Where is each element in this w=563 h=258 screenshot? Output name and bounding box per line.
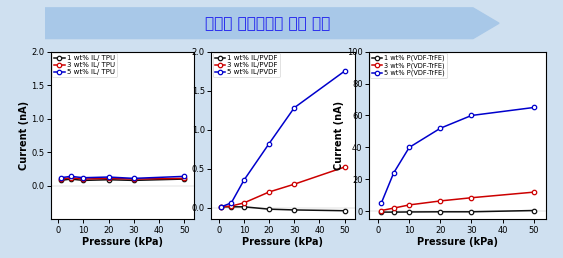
1 wt% IL/PVDF <box>291 208 298 212</box>
3 wt% IL/ TPU <box>57 178 64 181</box>
1 wt% IL/PVDF <box>218 205 225 208</box>
Line: 5 wt% P(VDF-TrFE): 5 wt% P(VDF-TrFE) <box>379 105 536 206</box>
1 wt% IL/PVDF <box>266 208 272 211</box>
5 wt% P(VDF-TrFE) <box>406 146 413 149</box>
1 wt% P(VDF-TrFE) <box>378 211 385 214</box>
3 wt% IL/PVDF <box>266 190 272 194</box>
Legend: 1 wt% P(VDF-TrFE), 3 wt% P(VDF-TrFE), 5 wt% P(VDF-TrFE): 1 wt% P(VDF-TrFE), 3 wt% P(VDF-TrFE), 5 … <box>370 53 447 78</box>
3 wt% IL/PVDF <box>228 205 235 208</box>
1 wt% P(VDF-TrFE) <box>437 210 444 213</box>
X-axis label: Pressure (kPa): Pressure (kPa) <box>243 237 323 247</box>
Line: 5 wt% IL/ TPU: 5 wt% IL/ TPU <box>59 174 186 181</box>
3 wt% P(VDF-TrFE) <box>390 207 397 210</box>
3 wt% IL/ TPU <box>80 178 87 181</box>
Line: 5 wt% IL/PVDF: 5 wt% IL/PVDF <box>219 69 347 209</box>
Y-axis label: Current (nA): Current (nA) <box>334 101 344 170</box>
5 wt% IL/PVDF <box>341 70 348 73</box>
Text: 고분자 매트릭스의 압전 특성: 고분자 매트릭스의 압전 특성 <box>205 16 330 31</box>
1 wt% P(VDF-TrFE) <box>468 210 475 213</box>
Line: 3 wt% P(VDF-TrFE): 3 wt% P(VDF-TrFE) <box>379 190 536 213</box>
5 wt% IL/PVDF <box>266 142 272 145</box>
3 wt% IL/PVDF <box>218 205 225 208</box>
1 wt% P(VDF-TrFE) <box>406 211 413 214</box>
Legend: 1 wt% IL/ TPU, 3 wt% IL/ TPU, 5 wt% IL/ TPU: 1 wt% IL/ TPU, 3 wt% IL/ TPU, 5 wt% IL/ … <box>52 53 117 77</box>
Line: 3 wt% IL/PVDF: 3 wt% IL/PVDF <box>219 165 347 209</box>
3 wt% IL/PVDF <box>240 201 247 205</box>
1 wt% IL/ TPU <box>68 178 74 181</box>
3 wt% IL/ TPU <box>68 176 74 179</box>
5 wt% P(VDF-TrFE) <box>437 127 444 130</box>
Line: 1 wt% IL/PVDF: 1 wt% IL/PVDF <box>219 205 347 213</box>
Line: 1 wt% IL/ TPU: 1 wt% IL/ TPU <box>59 177 186 183</box>
3 wt% IL/ TPU <box>181 177 187 180</box>
Line: 3 wt% IL/ TPU: 3 wt% IL/ TPU <box>59 175 186 181</box>
3 wt% IL/PVDF <box>341 165 348 168</box>
5 wt% IL/ TPU <box>80 176 87 179</box>
X-axis label: Pressure (kPa): Pressure (kPa) <box>82 237 163 247</box>
1 wt% P(VDF-TrFE) <box>530 209 537 212</box>
3 wt% P(VDF-TrFE) <box>406 203 413 206</box>
1 wt% IL/PVDF <box>228 205 235 208</box>
1 wt% IL/PVDF <box>240 205 247 208</box>
1 wt% IL/ TPU <box>131 179 137 182</box>
5 wt% P(VDF-TrFE) <box>378 202 385 205</box>
3 wt% IL/ TPU <box>131 178 137 181</box>
5 wt% P(VDF-TrFE) <box>390 171 397 174</box>
5 wt% P(VDF-TrFE) <box>530 106 537 109</box>
5 wt% IL/PVDF <box>291 106 298 109</box>
Y-axis label: Current (nA): Current (nA) <box>19 101 29 170</box>
1 wt% IL/ TPU <box>57 179 64 182</box>
5 wt% IL/ TPU <box>131 177 137 180</box>
3 wt% IL/PVDF <box>291 183 298 186</box>
1 wt% P(VDF-TrFE) <box>390 211 397 214</box>
Legend: 1 wt% IL/PVDF, 3 wt% IL/PVDF, 5 wt% IL/PVDF: 1 wt% IL/PVDF, 3 wt% IL/PVDF, 5 wt% IL/P… <box>212 53 280 77</box>
5 wt% IL/PVDF <box>240 179 247 182</box>
3 wt% P(VDF-TrFE) <box>378 209 385 212</box>
3 wt% P(VDF-TrFE) <box>530 191 537 194</box>
5 wt% IL/ TPU <box>105 175 112 179</box>
Line: 1 wt% P(VDF-TrFE): 1 wt% P(VDF-TrFE) <box>379 208 536 214</box>
3 wt% IL/ TPU <box>105 177 112 180</box>
1 wt% IL/ TPU <box>80 179 87 182</box>
5 wt% IL/PVDF <box>228 201 235 205</box>
3 wt% P(VDF-TrFE) <box>437 199 444 203</box>
1 wt% IL/PVDF <box>341 209 348 212</box>
1 wt% IL/ TPU <box>181 178 187 181</box>
5 wt% IL/ TPU <box>57 176 64 179</box>
3 wt% P(VDF-TrFE) <box>468 196 475 199</box>
5 wt% P(VDF-TrFE) <box>468 114 475 117</box>
5 wt% IL/ TPU <box>181 175 187 178</box>
5 wt% IL/PVDF <box>218 205 225 208</box>
1 wt% IL/ TPU <box>105 178 112 181</box>
5 wt% IL/ TPU <box>68 175 74 178</box>
FancyArrow shape <box>45 8 499 38</box>
X-axis label: Pressure (kPa): Pressure (kPa) <box>417 237 498 247</box>
